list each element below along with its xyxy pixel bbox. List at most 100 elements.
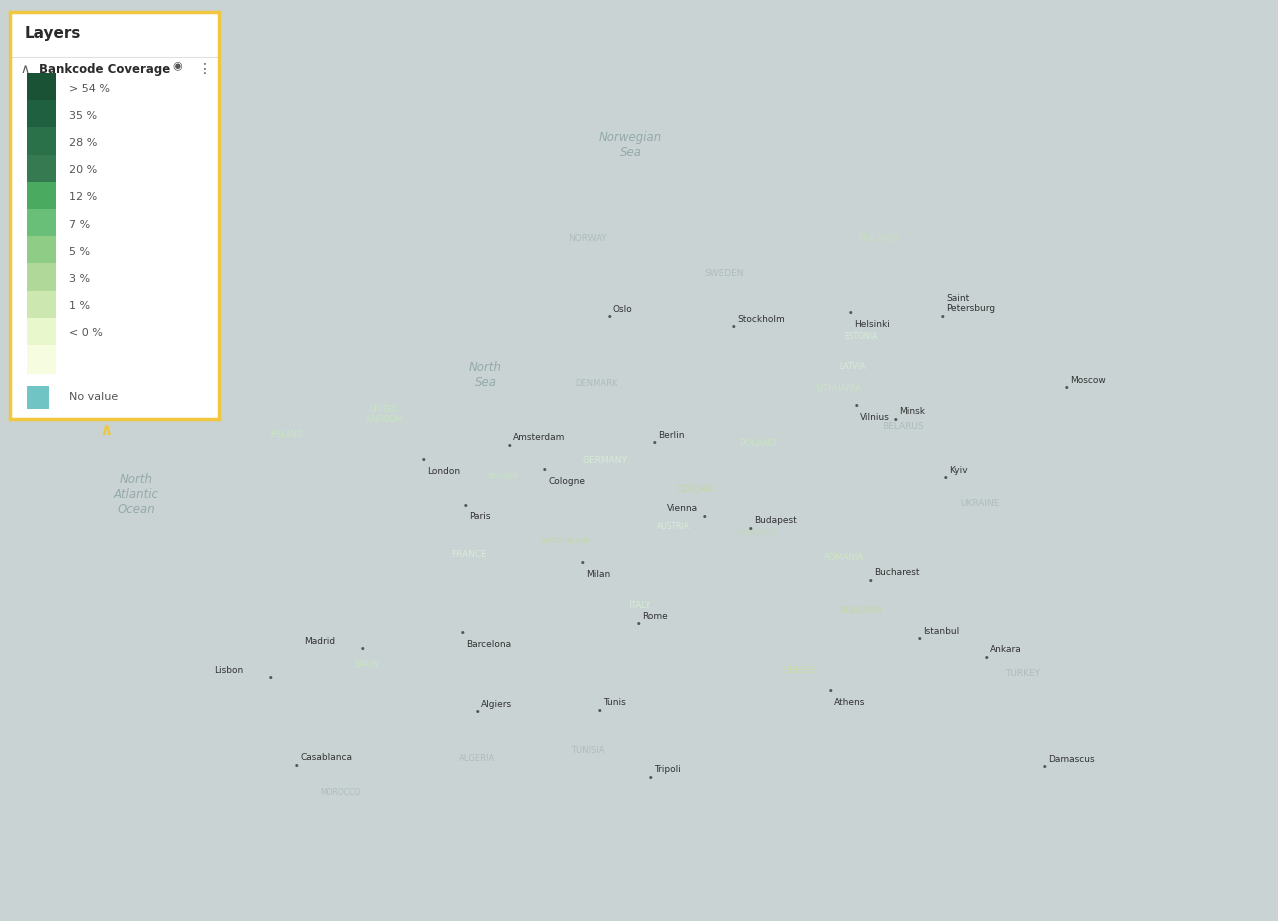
- Text: SWITZERLAND: SWITZERLAND: [541, 538, 592, 543]
- Text: ●: ●: [464, 504, 468, 507]
- Text: GREECE: GREECE: [783, 666, 818, 674]
- Text: TUNISIA: TUNISIA: [571, 746, 604, 754]
- Text: Oslo: Oslo: [612, 305, 633, 314]
- Text: Athens: Athens: [833, 698, 865, 706]
- Text: Kyiv: Kyiv: [950, 466, 969, 475]
- Text: Budapest: Budapest: [754, 517, 796, 525]
- Text: UNITED
KINGDOM: UNITED KINGDOM: [364, 405, 403, 425]
- Text: ●: ●: [918, 637, 921, 641]
- Text: London: London: [427, 467, 460, 476]
- Bar: [27, 209, 56, 239]
- Text: 12 %: 12 %: [69, 192, 97, 203]
- Text: LITHUANIA: LITHUANIA: [815, 384, 861, 393]
- Bar: [27, 155, 56, 184]
- Text: ROMANIA: ROMANIA: [823, 554, 864, 562]
- Bar: [27, 127, 56, 157]
- Text: ●: ●: [543, 468, 547, 472]
- Text: ●: ●: [703, 515, 707, 519]
- Text: Lisbon: Lisbon: [213, 666, 243, 675]
- Bar: [27, 291, 56, 320]
- Text: AUSTRIA: AUSTRIA: [657, 522, 690, 531]
- Text: DENMARK: DENMARK: [575, 379, 617, 389]
- Bar: [27, 318, 56, 347]
- Text: ●: ●: [268, 676, 272, 681]
- Text: Casablanca: Casablanca: [300, 753, 351, 763]
- Text: BELARUS: BELARUS: [882, 422, 924, 431]
- Text: 3 %: 3 %: [69, 274, 89, 284]
- Text: BELGIUM: BELGIUM: [487, 472, 519, 479]
- Text: HUNGARY: HUNGARY: [737, 530, 780, 538]
- Bar: [27, 387, 49, 409]
- Text: ●: ●: [607, 315, 611, 320]
- Text: SPAIN: SPAIN: [353, 660, 380, 670]
- Text: ALGERIA: ALGERIA: [459, 754, 496, 764]
- Text: ●: ●: [895, 417, 897, 422]
- Text: ●: ●: [461, 631, 464, 635]
- Text: ●: ●: [475, 710, 479, 714]
- Text: ●: ●: [1043, 765, 1047, 769]
- Text: Rome: Rome: [643, 612, 668, 621]
- Text: 5 %: 5 %: [69, 247, 89, 257]
- Text: ●: ●: [828, 689, 832, 693]
- Text: ∧: ∧: [100, 421, 112, 439]
- Text: Reykjavik: Reykjavik: [56, 252, 100, 261]
- Text: Milan: Milan: [587, 570, 611, 579]
- Text: 20 %: 20 %: [69, 165, 97, 175]
- Text: Vienna: Vienna: [667, 504, 698, 513]
- Text: GERMANY: GERMANY: [583, 456, 627, 465]
- Text: Layers: Layers: [24, 26, 82, 41]
- Text: ●: ●: [944, 476, 948, 481]
- Text: Istanbul: Istanbul: [923, 626, 960, 635]
- Text: 35 %: 35 %: [69, 111, 97, 121]
- Text: ●: ●: [1066, 386, 1068, 391]
- Text: Bucharest: Bucharest: [874, 568, 920, 577]
- Text: > 54 %: > 54 %: [69, 84, 110, 94]
- Text: BULGARIA: BULGARIA: [840, 606, 882, 615]
- Bar: [27, 345, 56, 374]
- Text: Tripoli: Tripoli: [654, 765, 681, 774]
- Text: Stockholm: Stockholm: [737, 315, 785, 323]
- Text: ●: ●: [941, 315, 944, 319]
- Text: ●: ●: [422, 459, 426, 462]
- Text: LATVIA: LATVIA: [838, 362, 865, 371]
- Text: ●: ●: [653, 441, 656, 445]
- Text: Vilnius: Vilnius: [860, 413, 889, 422]
- Text: 28 %: 28 %: [69, 138, 97, 148]
- Text: < 0 %: < 0 %: [69, 329, 102, 339]
- Text: UKRAINE: UKRAINE: [960, 498, 999, 507]
- Bar: [27, 263, 56, 293]
- Text: ●: ●: [984, 656, 988, 659]
- Text: No value: No value: [69, 392, 118, 402]
- Text: Cologne: Cologne: [548, 477, 585, 486]
- Text: ●: ●: [598, 708, 601, 713]
- Text: Barcelona: Barcelona: [466, 639, 511, 648]
- Text: ITALY: ITALY: [627, 600, 651, 610]
- Text: ●: ●: [649, 775, 653, 779]
- Text: ●: ●: [849, 310, 852, 315]
- Text: SWEDEN: SWEDEN: [704, 269, 744, 277]
- Text: ●: ●: [51, 243, 55, 247]
- Text: ●: ●: [580, 562, 584, 565]
- Text: ⋮: ⋮: [198, 62, 212, 76]
- Text: Berlin: Berlin: [658, 431, 684, 439]
- Text: IRELAND: IRELAND: [270, 430, 303, 439]
- Text: Madrid: Madrid: [304, 637, 336, 646]
- Bar: [27, 237, 56, 265]
- Text: 1 %: 1 %: [69, 301, 89, 311]
- Bar: [27, 73, 56, 102]
- Text: Saint
Petersburg: Saint Petersburg: [946, 294, 996, 313]
- Text: MOROCCO: MOROCCO: [321, 788, 360, 798]
- Text: FINLAND: FINLAND: [858, 235, 897, 243]
- Text: Ankara: Ankara: [989, 646, 1021, 654]
- Text: Minsk: Minsk: [900, 407, 925, 416]
- Text: ●: ●: [638, 622, 640, 626]
- Text: ●: ●: [295, 764, 299, 768]
- Text: Moscow: Moscow: [1071, 376, 1107, 385]
- Text: CZECHIA: CZECHIA: [676, 485, 714, 494]
- Text: Helsinki: Helsinki: [855, 320, 891, 329]
- Text: 7 %: 7 %: [69, 220, 89, 229]
- Text: Norwegian
Sea: Norwegian Sea: [599, 132, 662, 159]
- Text: ●: ●: [855, 404, 859, 408]
- Text: TURKEY: TURKEY: [1005, 669, 1040, 678]
- Text: Amsterdam: Amsterdam: [512, 433, 565, 442]
